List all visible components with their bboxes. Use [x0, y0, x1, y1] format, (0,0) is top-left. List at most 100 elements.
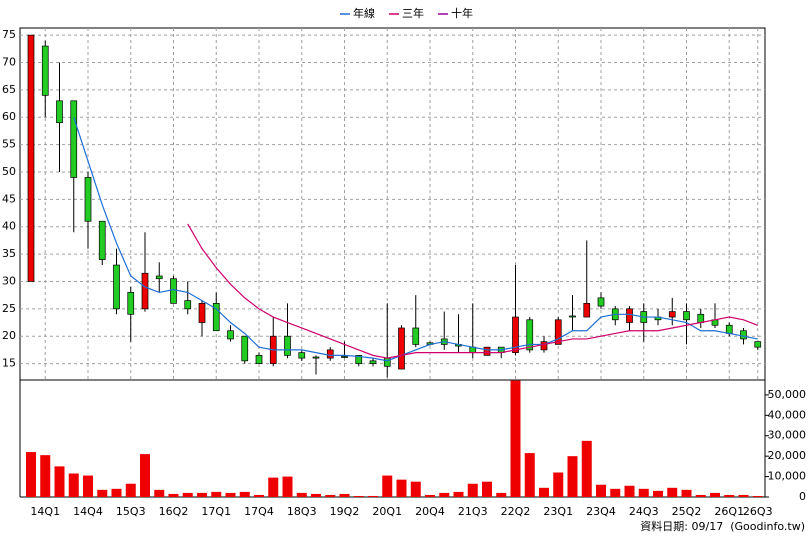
y-tick-label: 45 [2, 192, 16, 205]
volume-bar [482, 481, 492, 497]
volume-bar [26, 452, 36, 497]
volume-bar [68, 473, 79, 497]
candle-body [298, 352, 306, 359]
volume-bar [268, 477, 279, 497]
y-tick-label: 65 [2, 83, 16, 96]
candle-body [170, 278, 177, 304]
volume-bar [553, 472, 564, 497]
y-tick-label: 20 [2, 329, 16, 342]
volume-bar [254, 494, 264, 497]
candle-body [383, 357, 391, 367]
candle-body [554, 319, 562, 345]
x-tick-label: 23Q4 [586, 505, 616, 518]
volume-bar [325, 494, 336, 497]
candle-body [212, 303, 220, 332]
candle-body [198, 303, 206, 323]
volume-bar [524, 453, 535, 497]
volume-bar [111, 488, 122, 497]
ma-line [187, 223, 758, 359]
volume-bar [539, 487, 549, 497]
volume-bar [396, 479, 407, 497]
candle-body [597, 297, 605, 307]
candle-body [526, 319, 534, 351]
volume-bar [97, 489, 108, 497]
volume-bar [410, 481, 421, 497]
volume-bar [154, 489, 165, 497]
candle-body [540, 341, 548, 351]
x-tick-label: 19Q2 [330, 505, 360, 518]
volume-bar [439, 492, 450, 497]
candle-body [583, 303, 591, 318]
footnote: 資料日期: 09/17 (Goodinfo.tw) [640, 519, 805, 533]
x-tick-label: 14Q4 [73, 505, 103, 518]
volume-bar [311, 493, 321, 497]
y-tick-label: 50,000 [768, 388, 807, 401]
volume-bar [168, 493, 179, 497]
candle-body [127, 292, 135, 315]
y-tick-label: 35 [2, 247, 16, 260]
candle-body [312, 356, 320, 359]
y-tick-label: 75 [2, 28, 16, 41]
plot-frame [19, 27, 766, 381]
volume-bar [624, 485, 635, 497]
volume-bar [182, 492, 193, 497]
candle-body [41, 45, 49, 96]
candle-body [227, 330, 234, 340]
candle-body [141, 272, 149, 310]
candle-body [341, 356, 348, 358]
volume-bar [339, 493, 350, 497]
y-tick-label: 55 [2, 138, 16, 151]
legend-label: 三年 [402, 6, 424, 20]
x-tick-label: 17Q4 [244, 505, 274, 518]
x-tick-label: 25Q2 [672, 505, 702, 518]
candle-body [512, 316, 519, 353]
volume-bar [496, 492, 507, 497]
x-tick-label: 18Q3 [287, 505, 317, 518]
candle-body [754, 341, 762, 348]
y-tick-label: 30 [2, 274, 16, 287]
y-tick-label: 40 [2, 220, 16, 233]
candle-body [27, 34, 35, 282]
volume-bar [610, 488, 621, 497]
y-tick-label: 25 [2, 302, 16, 315]
volume-bar [681, 489, 692, 497]
x-tick-label: 23Q1 [543, 505, 573, 518]
y-tick-label: 10,000 [768, 470, 807, 483]
volume-bar [40, 455, 51, 497]
volume-bar [738, 494, 749, 497]
candle-body [241, 335, 249, 362]
y-tick-label: 20,000 [768, 449, 807, 462]
candle-body [626, 308, 633, 323]
candle-body [668, 311, 676, 318]
x-tick-label: 15Q3 [116, 505, 146, 518]
volume-bar [282, 476, 293, 497]
volume-bar [125, 483, 136, 497]
candle-body [184, 300, 192, 310]
candle-body [255, 355, 263, 364]
candle-body [326, 349, 334, 359]
candle-body [284, 335, 291, 356]
volume-bar [197, 492, 207, 497]
y-tick-label: 15 [2, 357, 16, 370]
volume-bar [581, 440, 592, 497]
legend-label: 年線 [353, 6, 375, 20]
volume-bar [638, 488, 649, 497]
volume-bar [225, 492, 236, 497]
volume-bar [239, 491, 250, 497]
candle-body [398, 327, 405, 370]
candle-body [740, 330, 747, 340]
legend-label: 十年 [451, 6, 473, 20]
volume-bar [710, 492, 720, 497]
x-tick-label: 21Q3 [458, 505, 488, 518]
ma-line [73, 117, 758, 362]
y-tick-label: 60 [2, 110, 16, 123]
candle-body [483, 346, 491, 356]
x-tick-label: 20Q1 [372, 505, 402, 518]
volume-bar [567, 456, 578, 497]
volume-bar [653, 490, 663, 497]
volume-bar [667, 487, 678, 497]
y-tick-label: 40,000 [768, 408, 807, 421]
volume-bar [368, 495, 378, 497]
volume-bar [211, 491, 222, 497]
